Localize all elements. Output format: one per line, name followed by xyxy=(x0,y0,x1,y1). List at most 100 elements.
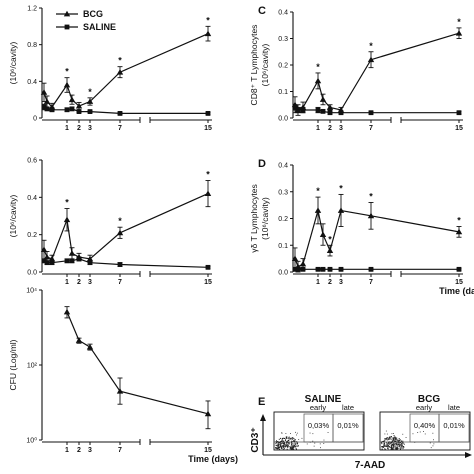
data-point xyxy=(76,256,82,262)
data-point xyxy=(367,212,375,219)
event-dot xyxy=(285,436,287,438)
event-dot xyxy=(388,443,390,445)
event-dot xyxy=(277,442,279,444)
event-dot xyxy=(292,445,294,447)
event-dot xyxy=(384,445,385,446)
x-tick-label: 2 xyxy=(77,447,81,454)
data-point xyxy=(75,337,83,343)
event-dot xyxy=(391,442,393,444)
data-point xyxy=(205,264,211,270)
event-dot xyxy=(281,438,283,440)
data-point xyxy=(204,410,212,417)
event-dot xyxy=(383,440,385,442)
data-point xyxy=(75,102,83,109)
event-dot xyxy=(395,444,397,446)
event-dot xyxy=(281,432,283,434)
data-point xyxy=(368,266,374,272)
series-saline xyxy=(41,103,211,116)
event-dot xyxy=(391,436,392,438)
event-dot xyxy=(391,448,393,449)
event-dot xyxy=(275,444,277,446)
event-dot xyxy=(284,438,285,439)
event-dot xyxy=(395,442,397,444)
event-dot xyxy=(383,446,385,447)
legend-marker xyxy=(63,10,71,17)
event-dot xyxy=(278,444,279,446)
gate-percent-late: 0,01% xyxy=(443,421,465,430)
event-dot xyxy=(277,441,279,443)
event-dot xyxy=(282,448,284,450)
event-dot xyxy=(291,438,293,440)
event-dot xyxy=(277,441,279,443)
event-dot xyxy=(294,446,296,448)
y-tick-label: 0.4 xyxy=(27,195,37,202)
event-dot xyxy=(283,446,285,448)
event-dot xyxy=(383,441,385,443)
significance-star: * xyxy=(339,183,343,193)
7aad-axis-label: 7-AAD xyxy=(355,460,386,471)
x-tick-label: 1 xyxy=(316,125,320,132)
arrow-head xyxy=(260,414,266,421)
panel-letter: E xyxy=(258,396,265,408)
event-dot xyxy=(383,443,385,445)
event-dot xyxy=(298,439,300,440)
event-dot xyxy=(295,443,297,445)
event-dot xyxy=(384,439,386,441)
event-dot xyxy=(292,447,293,449)
event-dot xyxy=(386,444,388,446)
event-dot xyxy=(395,439,397,441)
data-point xyxy=(76,109,82,114)
event-dot xyxy=(288,437,290,439)
event-dot xyxy=(387,438,389,440)
event-dot xyxy=(276,447,278,449)
event-dot xyxy=(314,442,316,444)
y-axis-label: γδ T Lymphocytes xyxy=(249,184,259,253)
event-dot xyxy=(397,446,399,448)
event-dot xyxy=(312,433,314,435)
event-dot xyxy=(281,439,283,441)
y-axis-label-units: (10⁶/cavity) xyxy=(260,43,270,86)
data-point xyxy=(64,258,70,264)
data-point xyxy=(456,110,462,116)
event-dot xyxy=(392,438,394,440)
event-dot xyxy=(285,444,287,445)
event-dot xyxy=(429,442,431,444)
event-dot xyxy=(401,443,403,445)
event-dot xyxy=(291,445,293,447)
event-dot xyxy=(393,442,395,444)
event-dot xyxy=(401,444,403,446)
event-dot xyxy=(280,446,282,447)
y-tick-label: 0.4 xyxy=(278,10,288,17)
event-dot xyxy=(286,440,288,442)
event-dot xyxy=(285,441,287,443)
event-dot xyxy=(387,448,389,450)
y-tick-label: 0.0 xyxy=(278,270,288,277)
y-tick-label: 0.0 xyxy=(27,270,37,277)
event-dot xyxy=(291,437,293,439)
y-tick-label: 0.1 xyxy=(278,89,288,96)
event-dot xyxy=(392,443,394,445)
event-dot xyxy=(385,439,387,441)
y-tick-label: 0.6 xyxy=(27,158,37,165)
x-tick-label: 7 xyxy=(118,447,122,454)
event-dot xyxy=(296,445,298,447)
event-dot xyxy=(385,438,387,439)
event-dot xyxy=(394,436,396,438)
x-axis-title: Time (days) xyxy=(439,286,474,296)
event-dot xyxy=(398,441,400,443)
event-dot xyxy=(401,445,403,447)
event-dot xyxy=(306,443,308,445)
event-dot xyxy=(285,446,286,448)
event-dot xyxy=(393,437,395,439)
flow-plot-title: BCG xyxy=(418,394,440,405)
y-tick-label: 10⁰ xyxy=(26,437,37,445)
legend-marker xyxy=(64,24,70,30)
y-tick-label: 1.2 xyxy=(27,6,37,13)
data-point xyxy=(320,266,326,272)
event-dot xyxy=(402,442,404,444)
legend: BCG SALINE xyxy=(56,9,116,32)
series-line xyxy=(294,209,460,268)
event-dot xyxy=(399,442,401,443)
event-dot xyxy=(389,446,391,447)
